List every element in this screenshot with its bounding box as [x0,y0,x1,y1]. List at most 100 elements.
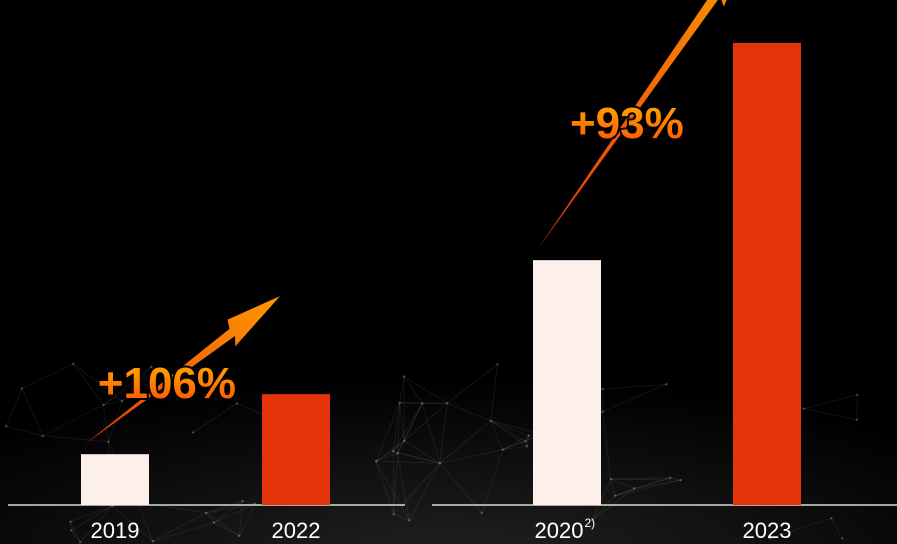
mesh-line [376,460,440,464]
mesh-node [446,402,449,405]
mesh-line [490,420,541,435]
mesh-line [670,477,681,481]
mesh-line [502,445,528,451]
mesh-line [137,501,207,514]
mesh-node [591,518,594,522]
bar-2019 [81,454,149,505]
mesh-node [41,434,44,438]
mesh-node [20,387,24,390]
growth-percentage-label: +106% [98,359,236,408]
mesh-line [439,403,448,464]
mesh-line [439,449,503,464]
mesh-line [72,363,104,406]
mesh-line [393,462,441,515]
bar-2020 [533,260,601,505]
mesh-node [374,460,378,463]
tick-label-2023: 2023 [743,518,792,543]
mesh-line [525,435,530,442]
mesh-node [438,461,442,465]
mesh-line [524,441,528,447]
mesh-line [610,477,671,480]
mesh-line [615,479,681,497]
mesh-line [490,420,528,447]
mesh-line [21,363,74,389]
mesh-node [802,407,806,410]
mesh-line [103,404,109,442]
mesh-line [421,403,441,464]
mesh-line [21,388,44,437]
mesh-line [393,453,399,515]
mesh-line [803,394,858,410]
mesh-node [768,536,772,540]
mesh-node [830,517,833,520]
mesh-node [669,476,672,480]
mesh-node [102,403,105,407]
mesh-line [610,478,616,496]
mesh-line [615,487,635,497]
mesh-node [525,445,529,448]
mesh-line [397,452,441,464]
mesh-line [213,522,240,537]
mesh-node [5,425,8,428]
mesh-line [205,512,240,537]
mesh-line [392,403,423,452]
mesh-line [242,500,256,505]
mesh-node [150,365,153,369]
mesh-line [375,461,410,521]
mesh-line [403,403,423,442]
mesh-node [120,399,124,403]
mesh-line [375,452,398,462]
mesh-node [107,440,110,443]
mesh-node [403,439,406,443]
mesh-line [73,363,123,402]
mesh-node [241,499,244,503]
mesh-line [238,503,256,537]
mesh-line [397,453,410,521]
mesh-line [42,435,109,443]
mesh-line [238,501,244,537]
mesh-node [391,450,395,453]
mesh-line [634,479,681,489]
mesh-line [830,518,843,539]
bar-2023 [733,43,801,505]
mesh-line [610,478,635,489]
mesh-line [591,478,612,521]
mesh-node [501,448,504,451]
mesh-node [480,511,483,515]
mesh-line [397,402,401,454]
mesh-node [679,478,682,482]
mesh-node [601,410,604,413]
mesh-line [393,513,410,521]
tick-label-2022: 2022 [272,518,321,543]
mesh-line [399,376,405,403]
mesh-node [151,540,155,543]
mesh-line [490,420,529,437]
mesh-line [446,364,498,404]
mesh-node [191,431,195,434]
bar-2022 [262,394,330,505]
mesh-line [70,521,81,543]
mesh-line [602,411,612,480]
mesh-line [375,440,405,462]
mesh-line [490,420,526,442]
mesh-node [402,375,406,378]
mesh-line [152,522,215,542]
mesh-line [392,450,441,464]
mesh-line [481,449,504,514]
mesh-node [421,402,424,405]
mesh-line [403,376,423,404]
mesh-line [392,451,395,515]
mesh-line [71,505,113,531]
mesh-line [591,495,616,521]
mesh-line [392,440,405,452]
mesh-line [502,440,526,451]
mesh-node [392,513,395,516]
mesh-line [121,366,152,402]
mesh-line [526,435,530,447]
mesh-node [79,541,82,544]
bar-chart-1: 2019 2022 +106% [8,296,405,543]
mesh-line [71,530,81,543]
mesh-line [151,366,159,370]
